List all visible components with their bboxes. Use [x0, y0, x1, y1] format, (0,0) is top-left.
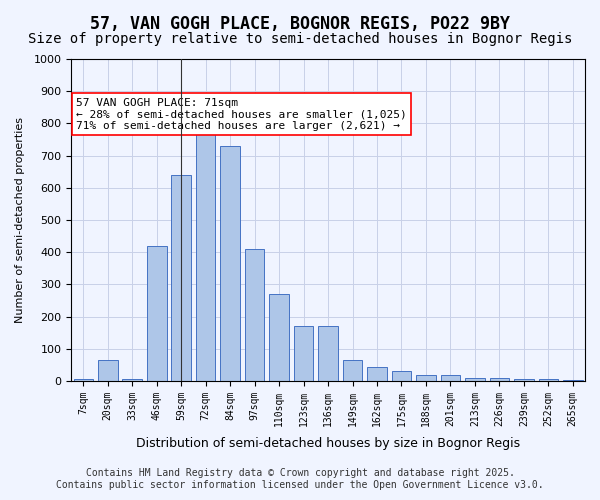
Y-axis label: Number of semi-detached properties: Number of semi-detached properties	[15, 117, 25, 323]
X-axis label: Distribution of semi-detached houses by size in Bognor Regis: Distribution of semi-detached houses by …	[136, 437, 520, 450]
Bar	[122, 380, 142, 381]
Text: Contains HM Land Registry data © Crown copyright and database right 2025.
Contai: Contains HM Land Registry data © Crown c…	[56, 468, 544, 490]
Bar	[74, 380, 93, 381]
Bar	[563, 380, 583, 381]
Bar	[440, 376, 460, 381]
Text: 57, VAN GOGH PLACE, BOGNOR REGIS, PO22 9BY: 57, VAN GOGH PLACE, BOGNOR REGIS, PO22 9…	[90, 15, 510, 33]
Bar	[416, 376, 436, 381]
Bar	[294, 326, 313, 381]
Bar	[147, 246, 167, 381]
Bar	[196, 120, 215, 381]
Bar	[98, 360, 118, 381]
Bar	[490, 378, 509, 381]
Bar	[318, 326, 338, 381]
Bar	[343, 360, 362, 381]
Bar	[172, 175, 191, 381]
Bar	[220, 146, 240, 381]
Bar	[392, 372, 411, 381]
Bar	[245, 249, 265, 381]
Bar	[514, 380, 533, 381]
Bar	[539, 380, 558, 381]
Text: Size of property relative to semi-detached houses in Bognor Regis: Size of property relative to semi-detach…	[28, 32, 572, 46]
Bar	[465, 378, 485, 381]
Text: 57 VAN GOGH PLACE: 71sqm
← 28% of semi-detached houses are smaller (1,025)
71% o: 57 VAN GOGH PLACE: 71sqm ← 28% of semi-d…	[76, 98, 407, 131]
Bar	[367, 368, 387, 381]
Bar	[269, 294, 289, 381]
